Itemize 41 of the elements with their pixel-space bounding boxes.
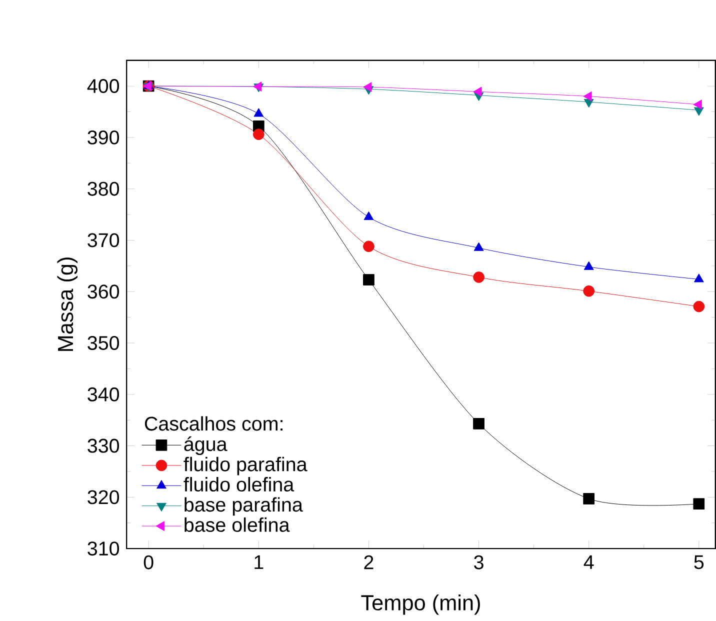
y-tick-label: 320 xyxy=(88,490,120,504)
point xyxy=(583,285,595,297)
legend-label: base olefina xyxy=(184,517,290,532)
y-tick-label: 310 xyxy=(88,541,120,556)
y-tick-label: 390 xyxy=(88,130,120,144)
y-tick-label: 360 xyxy=(88,284,120,298)
point xyxy=(473,418,484,430)
point xyxy=(363,240,374,252)
y-axis-title: Massa (g) xyxy=(57,257,78,351)
point xyxy=(363,82,372,92)
point xyxy=(473,86,482,96)
x-tick-label: 0 xyxy=(144,555,154,570)
legend-label: água xyxy=(184,436,228,455)
y-tick-label: 330 xyxy=(88,438,120,453)
y-tick-label: 340 xyxy=(88,387,120,402)
point xyxy=(694,273,704,282)
point xyxy=(583,91,592,102)
legend-title: Cascalhos com: xyxy=(144,416,282,431)
point xyxy=(474,242,484,251)
legend-label: fluido parafina xyxy=(184,456,308,476)
y-tick-label: 370 xyxy=(88,233,120,248)
x-tick-label: 3 xyxy=(474,555,484,570)
y-tick-label: 400 xyxy=(87,78,120,93)
y-tick-label: 380 xyxy=(88,182,120,196)
x-axis-title: Tempo (min) xyxy=(361,594,480,615)
x-tick-label: 4 xyxy=(584,555,594,569)
point xyxy=(693,498,705,510)
x-tick-label: 5 xyxy=(694,555,704,569)
x-tick-label: 2 xyxy=(364,555,374,569)
point xyxy=(693,99,702,110)
point xyxy=(473,271,484,283)
point xyxy=(252,128,264,140)
x-tick-label: 1 xyxy=(254,555,264,569)
y-tick-label: 350 xyxy=(88,336,120,350)
point xyxy=(363,274,374,286)
legend-label: fluido olefina xyxy=(184,476,294,492)
point xyxy=(584,261,594,270)
point xyxy=(693,300,705,312)
point xyxy=(364,211,374,220)
point xyxy=(583,492,595,504)
legend-label: base parafina xyxy=(184,497,303,516)
